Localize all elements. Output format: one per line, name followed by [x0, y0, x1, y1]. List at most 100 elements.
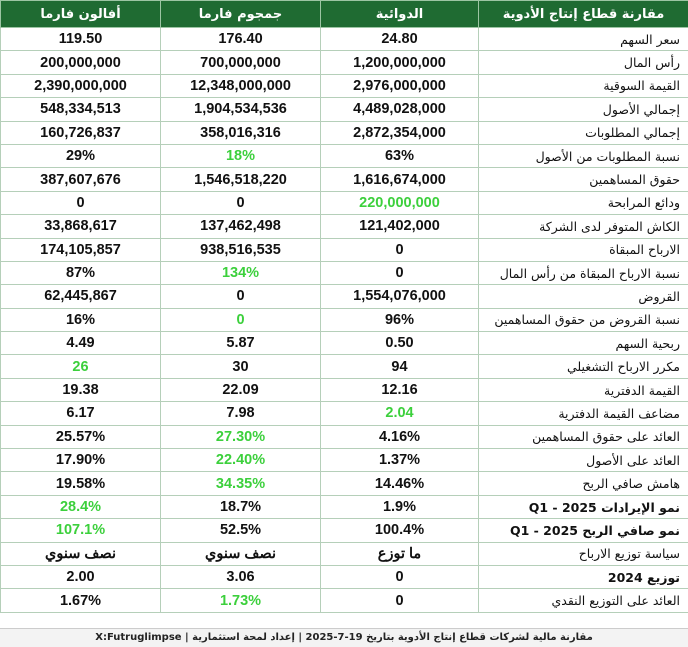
cell-aldawaiya: 2,872,354,000: [321, 121, 479, 144]
row-label: ودائع المرابحة: [479, 191, 688, 214]
cell-jamjoom: 12,348,000,000: [161, 74, 321, 97]
company-header-jamjoom: جمجوم فارما: [161, 1, 321, 28]
cell-avalon: 548,334,513: [1, 98, 161, 121]
cell-aldawaiya: 1,616,674,000: [321, 168, 479, 191]
cell-aldawaiya: 100.4%: [321, 519, 479, 542]
row-label: نمو الإيرادات Q1 - 2025: [479, 495, 688, 518]
cell-avalon: 2.00: [1, 565, 161, 588]
cell-jamjoom: 1,904,534,536: [161, 98, 321, 121]
cell-aldawaiya: 2.04: [321, 402, 479, 425]
cell-avalon: 2,390,000,000: [1, 74, 161, 97]
cell-jamjoom: 18.7%: [161, 495, 321, 518]
cell-avalon: 33,868,617: [1, 215, 161, 238]
row-label: نمو صافي الربح Q1 - 2025: [479, 519, 688, 542]
cell-jamjoom: 27.30%: [161, 425, 321, 448]
cell-aldawaiya: 2,976,000,000: [321, 74, 479, 97]
cell-aldawaiya: 24.80: [321, 28, 479, 51]
cell-avalon: 4.49: [1, 332, 161, 355]
cell-aldawaiya: 96%: [321, 308, 479, 331]
cell-aldawaiya: 1,200,000,000: [321, 51, 479, 74]
cell-aldawaiya: 0.50: [321, 332, 479, 355]
cell-aldawaiya: 0: [321, 565, 479, 588]
row-label: القيمة الدفترية: [479, 378, 688, 401]
company-header-avalon: أفالون فارما: [1, 1, 161, 28]
cell-aldawaiya: 63%: [321, 144, 479, 167]
table-title: مقارنة قطاع إنتاج الأدوية: [479, 1, 688, 28]
cell-avalon: 17.90%: [1, 449, 161, 472]
cell-jamjoom: 3.06: [161, 565, 321, 588]
row-label: العائد على الأصول: [479, 449, 688, 472]
cell-avalon: 19.58%: [1, 472, 161, 495]
cell-jamjoom: 22.40%: [161, 449, 321, 472]
cell-avalon: 29%: [1, 144, 161, 167]
cell-avalon: 174,105,857: [1, 238, 161, 261]
row-label: إجمالي المطلوبات: [479, 121, 688, 144]
cell-avalon: 200,000,000: [1, 51, 161, 74]
cell-jamjoom: 938,516,535: [161, 238, 321, 261]
cell-aldawaiya: 4,489,028,000: [321, 98, 479, 121]
cell-jamjoom: 0: [161, 308, 321, 331]
cell-avalon: 107.1%: [1, 519, 161, 542]
footer-caption: مقارنة مالية لشركات قطاع إنتاج الأدوية ب…: [0, 628, 688, 647]
cell-jamjoom: 0: [161, 285, 321, 308]
row-label: القروض: [479, 285, 688, 308]
row-label: الارباح المبقاة: [479, 238, 688, 261]
comparison-table: مقارنة قطاع إنتاج الأدوية الدوائية جمجوم…: [0, 0, 688, 613]
cell-aldawaiya: 0: [321, 589, 479, 612]
cell-jamjoom: 1,546,518,220: [161, 168, 321, 191]
cell-avalon: 387,607,676: [1, 168, 161, 191]
row-label: نسبة الارباح المبقاة من رأس المال: [479, 261, 688, 284]
row-label: مكرر الارباح التشغيلي: [479, 355, 688, 378]
row-label: مضاعف القيمة الدفترية: [479, 402, 688, 425]
cell-avalon: 25.57%: [1, 425, 161, 448]
row-label: سعر السهم: [479, 28, 688, 51]
cell-aldawaiya: ما توزع: [321, 542, 479, 565]
row-label: هامش صافي الربح: [479, 472, 688, 495]
cell-jamjoom: 137,462,498: [161, 215, 321, 238]
cell-avalon: 28.4%: [1, 495, 161, 518]
cell-aldawaiya: 1.37%: [321, 449, 479, 472]
cell-avalon: 19.38: [1, 378, 161, 401]
row-label: حقوق المساهمين: [479, 168, 688, 191]
row-label: الكاش المتوفر لدى الشركة: [479, 215, 688, 238]
company-header-aldawaiya: الدوائية: [321, 1, 479, 28]
row-label: نسبة المطلوبات من الأصول: [479, 144, 688, 167]
cell-avalon: 62,445,867: [1, 285, 161, 308]
cell-jamjoom: 18%: [161, 144, 321, 167]
cell-jamjoom: 5.87: [161, 332, 321, 355]
row-label: توزيع 2024: [479, 565, 688, 588]
cell-aldawaiya: 220,000,000: [321, 191, 479, 214]
cell-avalon: 6.17: [1, 402, 161, 425]
cell-aldawaiya: 0: [321, 261, 479, 284]
cell-avalon: نصف سنوي: [1, 542, 161, 565]
cell-jamjoom: نصف سنوي: [161, 542, 321, 565]
row-label: نسبة القروض من حقوق المساهمين: [479, 308, 688, 331]
cell-aldawaiya: 0: [321, 238, 479, 261]
header-row: مقارنة قطاع إنتاج الأدوية الدوائية جمجوم…: [1, 1, 688, 28]
row-label: ربحية السهم: [479, 332, 688, 355]
cell-avalon: 160,726,837: [1, 121, 161, 144]
cell-jamjoom: 0: [161, 191, 321, 214]
cell-jamjoom: 700,000,000: [161, 51, 321, 74]
cell-jamjoom: 7.98: [161, 402, 321, 425]
cell-jamjoom: 358,016,316: [161, 121, 321, 144]
